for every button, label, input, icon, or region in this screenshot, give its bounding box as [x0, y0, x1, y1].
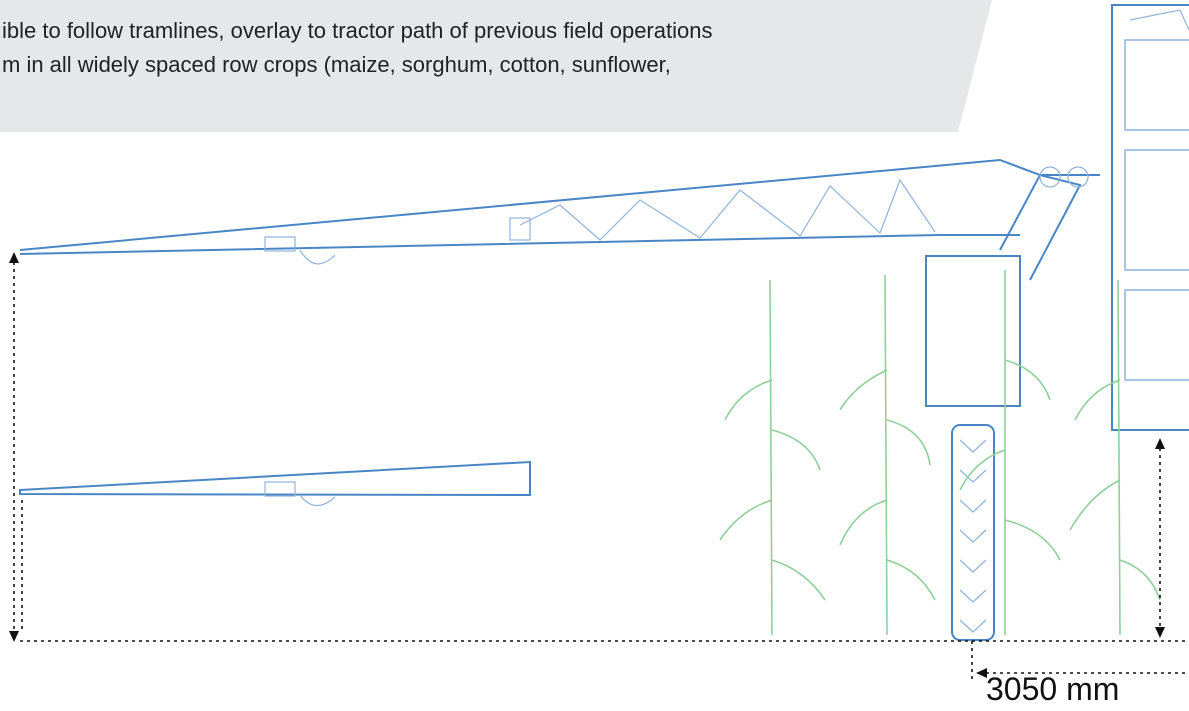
dimension-lines [9, 252, 1189, 682]
wheel [952, 425, 994, 640]
upper-boom [20, 160, 1100, 280]
banner-line: m in all widely spaced row crops (maize,… [2, 52, 671, 77]
dimension-label: 3050 mm [986, 671, 1119, 707]
tank-box [926, 256, 1020, 406]
banner-line: ible to follow tramlines, overlay to tra… [2, 18, 712, 43]
tractor [1112, 5, 1189, 430]
corn-plants [720, 270, 1160, 635]
illustration: ible to follow tramlines, overlay to tra… [0, 0, 1189, 711]
lower-boom [20, 462, 530, 506]
